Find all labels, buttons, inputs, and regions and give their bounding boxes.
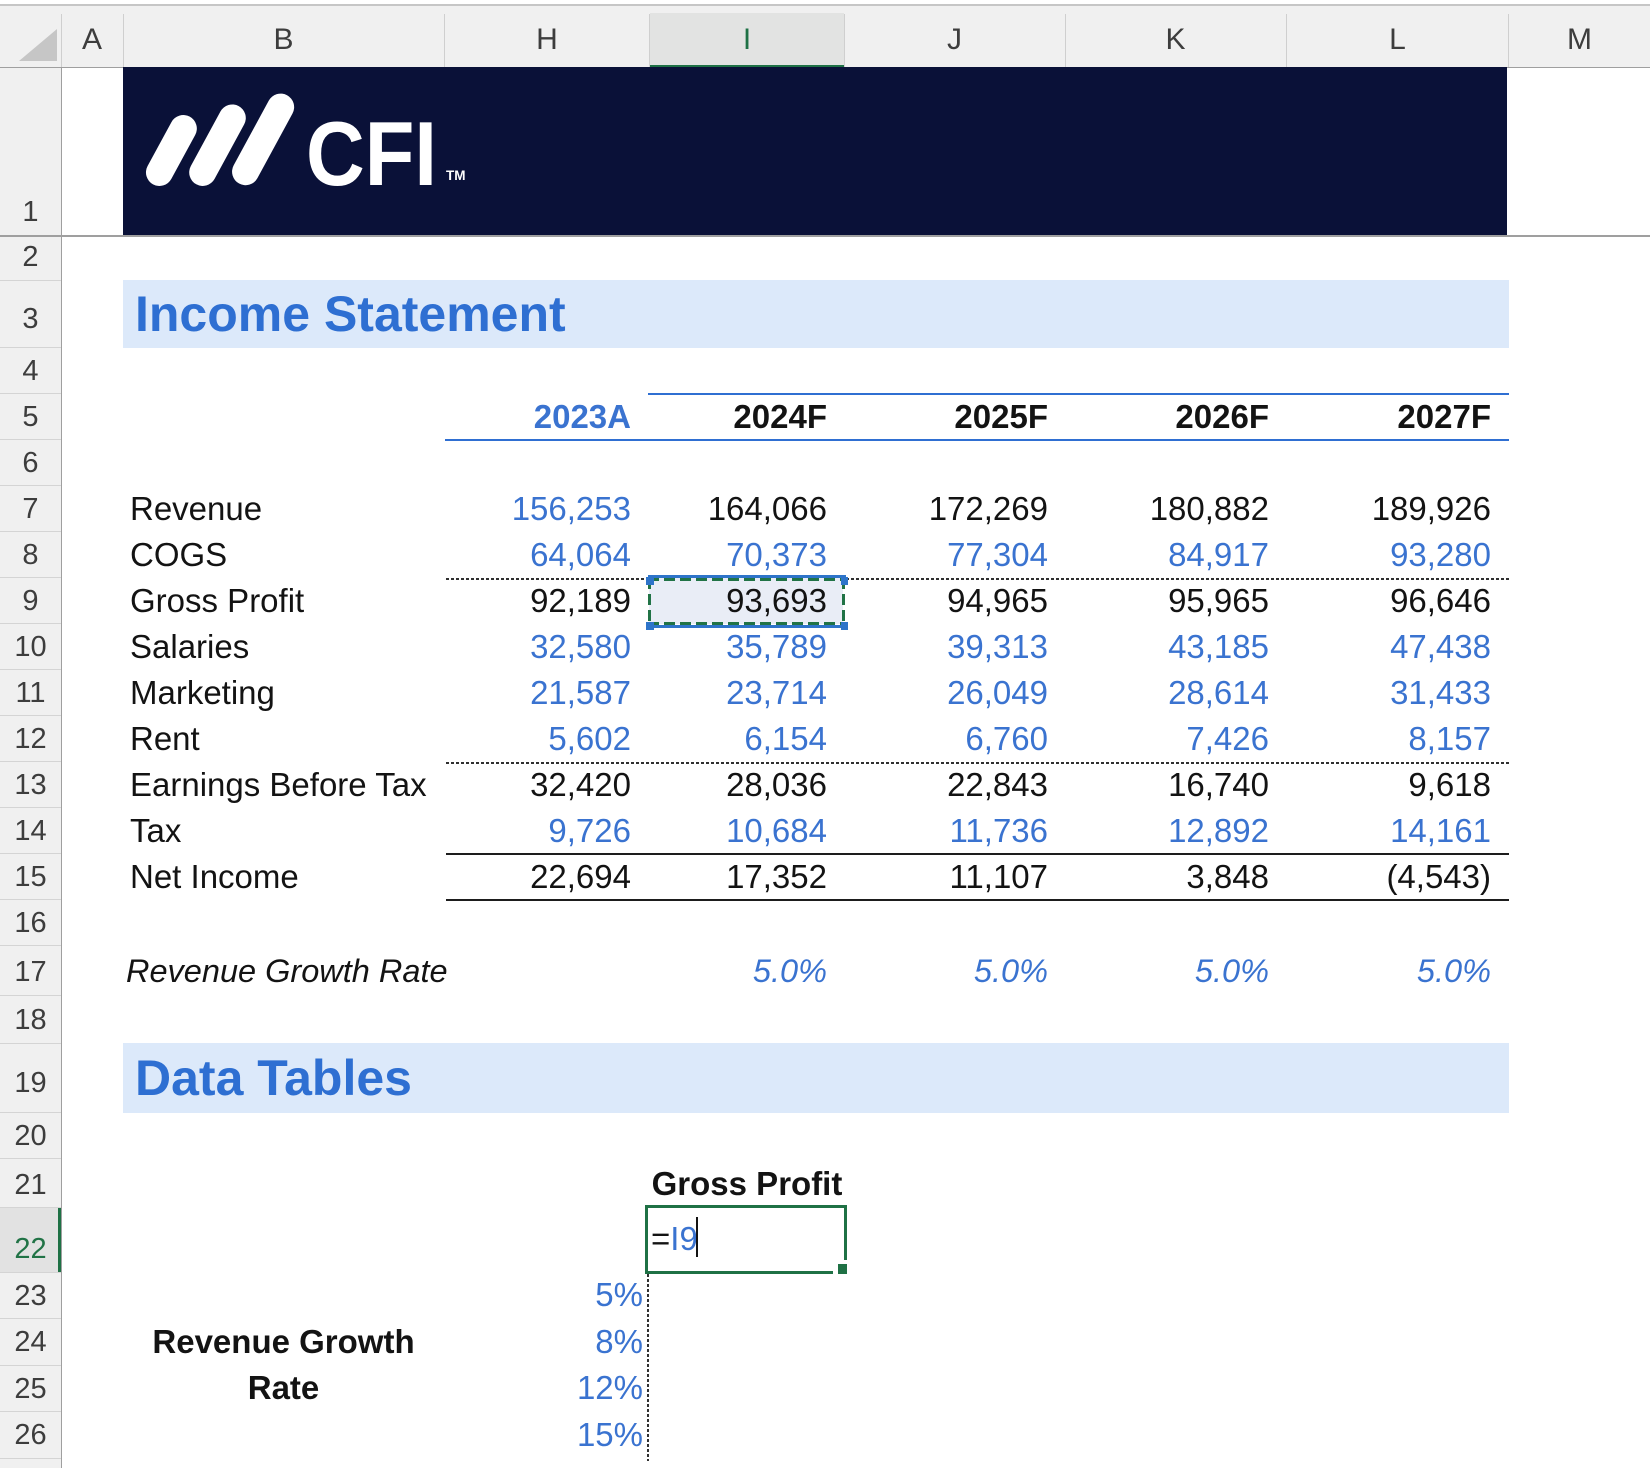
svg-text:TM: TM [446, 168, 466, 183]
svg-text:CFI: CFI [306, 104, 437, 202]
